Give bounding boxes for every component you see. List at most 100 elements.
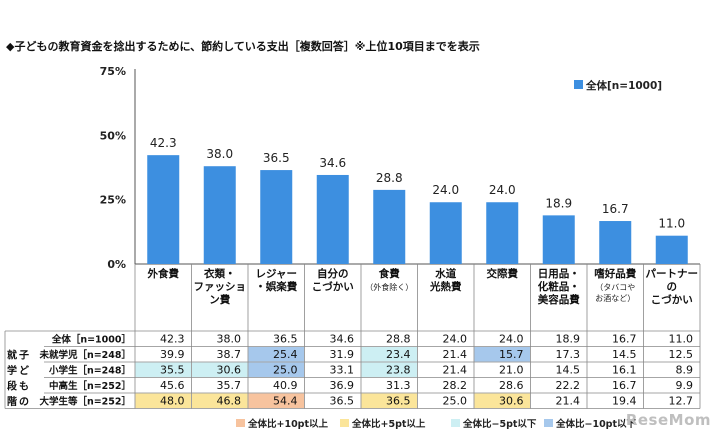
y-tick-label: 0% — [107, 258, 126, 271]
table-cell-value: 23.8 — [386, 364, 411, 377]
table-highlight-cell — [361, 362, 417, 377]
bar-value-label: 24.0 — [489, 183, 516, 197]
bar — [655, 235, 688, 264]
table-highlight-cell — [474, 393, 530, 408]
category-label: ・娯楽費 — [255, 280, 297, 293]
table-cell-value: 35.5 — [160, 364, 185, 377]
table-cell-value: 36.5 — [330, 395, 355, 408]
category-label: レジャー — [256, 268, 297, 280]
group-label-char: も — [19, 381, 29, 393]
table-cell-value: 46.8 — [217, 395, 242, 408]
category-label: 日用品・ — [538, 268, 580, 280]
table-cell-value: 39.9 — [160, 348, 185, 361]
group-label-char: ど — [19, 364, 29, 377]
table-cell-value: 36.5 — [386, 395, 411, 408]
bar-value-label: 34.6 — [319, 156, 346, 170]
highlight-legend-label: 全体比+5pt以上 — [351, 418, 426, 430]
highlight-legend-swatch — [340, 419, 349, 427]
table-highlight-cell — [135, 393, 191, 408]
category-label: ファッショ — [194, 281, 247, 293]
table-cell-value: 16.7 — [612, 333, 637, 346]
highlight-legend-label: 全体比−5pt以下 — [462, 418, 537, 430]
category-sublabel: （外食除く） — [365, 282, 413, 292]
table-cell-value: 33.1 — [330, 364, 355, 377]
category-sublabel: （タバコや — [595, 283, 635, 292]
table-cell-value: 21.4 — [443, 364, 468, 377]
bar-value-label: 38.0 — [206, 147, 233, 161]
table-row-label: 未就学児［n=248］ — [38, 349, 131, 361]
table-highlight-cell — [361, 393, 417, 408]
y-tick-label: 50% — [100, 129, 126, 142]
table-cell-value: 24.0 — [443, 333, 468, 346]
group-label-char: の — [19, 397, 29, 408]
bar — [599, 221, 632, 264]
bar-value-label: 18.9 — [545, 196, 572, 210]
table-cell-value: 8.9 — [676, 364, 694, 377]
table-cell-value: 34.6 — [330, 333, 355, 346]
table-row-label: 大学生等［n=252］ — [39, 396, 131, 408]
legend-label: 全体[n=1000] — [585, 79, 662, 92]
table-cell-value: 15.7 — [499, 348, 524, 361]
y-tick-label: 75% — [100, 65, 126, 78]
table-highlight-cell — [192, 393, 248, 408]
table-cell-value: 12.7 — [669, 395, 694, 408]
bar-value-label: 28.8 — [376, 171, 403, 185]
highlight-legend-swatch — [544, 419, 553, 427]
category-label: 嗜好品費 — [594, 267, 636, 280]
table-cell-value: 54.4 — [273, 395, 298, 408]
table-row-label: 小学生［n=248］ — [48, 365, 131, 377]
table-cell-value: 28.2 — [443, 379, 468, 392]
category-sublabel: お酒など） — [595, 294, 635, 303]
table-cell-value: 19.4 — [612, 395, 637, 408]
category-label: 化粧品・ — [538, 280, 580, 293]
bar — [316, 174, 349, 264]
category-label: こづかい — [651, 293, 693, 306]
legend-swatch — [574, 80, 583, 89]
table-highlight-cell — [192, 362, 248, 377]
table-cell-value: 16.1 — [612, 364, 637, 377]
table-cell-value: 36.5 — [273, 333, 298, 346]
table-cell-value: 38.0 — [217, 333, 242, 346]
group-label-char: 子 — [19, 350, 29, 362]
bar — [147, 155, 180, 264]
table-cell-value: 25.4 — [273, 348, 298, 361]
table-cell-value: 18.9 — [556, 333, 581, 346]
table-cell-value: 30.6 — [217, 364, 242, 377]
table-cell-value: 28.8 — [386, 333, 411, 346]
table-row-label: 中高生［n=252］ — [49, 380, 131, 392]
group-label-char: 段 — [7, 380, 17, 393]
table-cell-value: 11.0 — [669, 333, 694, 346]
bar — [486, 202, 519, 264]
table-cell-value: 40.9 — [273, 379, 298, 392]
table-cell-value: 21.4 — [443, 348, 468, 361]
table-cell-value: 12.5 — [669, 348, 694, 361]
table-cell-value: 35.7 — [217, 379, 242, 392]
category-label: 食費 — [378, 267, 400, 280]
table-cell-value: 16.7 — [612, 379, 637, 392]
category-label: 水道 — [434, 267, 456, 280]
table-cell-value: 14.5 — [612, 348, 637, 361]
table-cell-value: 25.0 — [443, 395, 468, 408]
bar — [373, 189, 406, 264]
table-highlight-cell — [361, 347, 417, 362]
table-cell-value: 38.7 — [217, 348, 242, 361]
table-cell-value: 9.9 — [676, 379, 694, 392]
table-highlight-cell — [248, 393, 304, 408]
category-label: ン費 — [209, 293, 230, 306]
table-cell-value: 48.0 — [160, 395, 185, 408]
table-cell-value: 31.9 — [330, 348, 355, 361]
group-label-char: 就 — [7, 349, 17, 362]
table-cell-value: 21.4 — [556, 395, 581, 408]
table-cell-value: 30.6 — [499, 395, 524, 408]
highlight-legend-swatch — [236, 419, 245, 427]
group-label-char: 学 — [7, 364, 17, 377]
bar-value-label: 16.7 — [602, 202, 629, 216]
chart-title: ◆子どもの教育資金を捻出するために、節約している支出［複数回答］※上位10項目ま… — [6, 39, 480, 53]
bar — [429, 202, 462, 264]
watermark-logo: ReseMom — [625, 411, 711, 429]
bar-value-label: 42.3 — [150, 136, 177, 150]
category-label: 衣類・ — [204, 267, 236, 280]
y-tick-label: 25% — [100, 194, 126, 207]
bar-value-label: 24.0 — [432, 183, 459, 197]
